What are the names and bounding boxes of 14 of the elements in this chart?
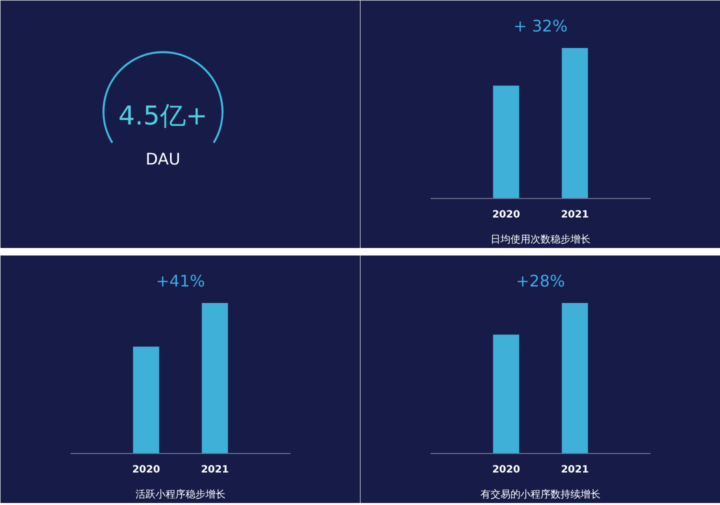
x-axis-title: 活跃小程序稳步增长 bbox=[136, 488, 226, 500]
chart-title: +28% bbox=[516, 272, 565, 290]
chart-title: +41% bbox=[156, 272, 205, 290]
x-axis-title: 有交易的小程序数持续增长 bbox=[480, 488, 600, 500]
x-tick-label: 2021 bbox=[560, 464, 589, 476]
text: 4.5亿+ bbox=[118, 101, 208, 132]
x-tick-label: 2021 bbox=[200, 464, 229, 476]
text: DAU bbox=[146, 150, 180, 168]
x-tick-label: 2020 bbox=[492, 464, 520, 476]
chart-title: + 32% bbox=[513, 16, 568, 36]
x-axis-title: 日均使用次数稳步增长 bbox=[490, 234, 590, 246]
x-tick-label: 2020 bbox=[492, 210, 520, 220]
x-tick-label: 2021 bbox=[560, 210, 589, 220]
x-tick-label: 2020 bbox=[132, 464, 160, 476]
